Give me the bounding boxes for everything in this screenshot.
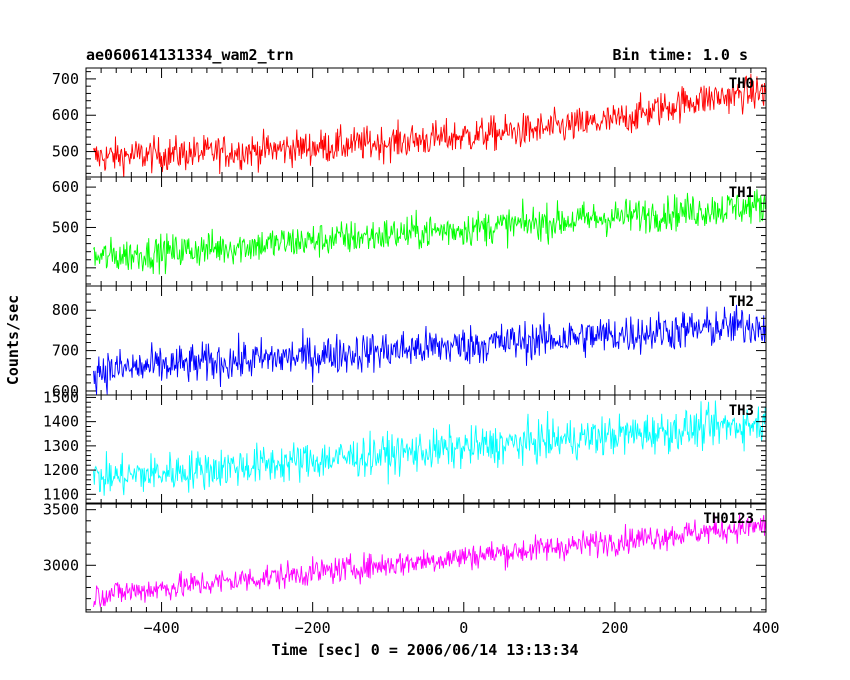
panel-frame-th0123 [85, 502, 767, 613]
y-tick-label: 800 [52, 301, 79, 319]
y-tick-label: 400 [52, 259, 79, 277]
y-tick-label: 500 [52, 143, 79, 161]
chart-title: ae060614131334_wam2_trn [86, 46, 294, 64]
x-tick-label: 400 [752, 619, 779, 637]
y-tick-label: 700 [52, 342, 79, 360]
y-tick-label: 600 [52, 178, 79, 196]
y-tick-label: 3000 [43, 556, 79, 574]
y-tick-label: 500 [52, 218, 79, 236]
x-axis-label: Time [sec] 0 = 2006/06/14 13:13:34 [271, 641, 578, 659]
y-tick-label: 1500 [43, 388, 79, 406]
panel-label-th0123: TH0123 [703, 511, 754, 527]
y-tick-label: 3500 [43, 501, 79, 519]
y-tick-label: 700 [52, 70, 79, 88]
panel-label-th3: TH3 [729, 403, 754, 419]
y-tick-label: 600 [52, 382, 79, 400]
y-tick-label: 1200 [43, 461, 79, 479]
series-line-th0123 [93, 514, 766, 608]
series-line-th3 [93, 400, 766, 496]
y-tick-label: 600 [52, 106, 79, 124]
y-axis-label: Counts/sec [4, 295, 22, 385]
panel-frame-th0 [85, 67, 767, 178]
panel-label-th0: TH0 [729, 76, 754, 92]
panel-label-th2: TH2 [729, 294, 754, 310]
y-tick-label: 1100 [43, 485, 79, 503]
x-tick-label: 200 [601, 619, 628, 637]
bin-time-label: Bin time: 1.0 s [613, 46, 748, 64]
series-line-th1 [93, 189, 766, 275]
series-line-th0 [93, 73, 766, 177]
panel-label-th1: TH1 [729, 185, 754, 201]
y-tick-label: 1400 [43, 413, 79, 431]
x-tick-label: −200 [295, 619, 331, 637]
panels: 500 600 700 TH0 400 500 600 TH1 600 700 800 TH2 1100… [43, 67, 780, 637]
y-tick-label: 1300 [43, 437, 79, 455]
series-line-th2 [93, 304, 766, 395]
x-tick-label: −400 [143, 619, 179, 637]
panel-frame-th3 [85, 394, 767, 505]
x-tick-label: 0 [459, 619, 468, 637]
